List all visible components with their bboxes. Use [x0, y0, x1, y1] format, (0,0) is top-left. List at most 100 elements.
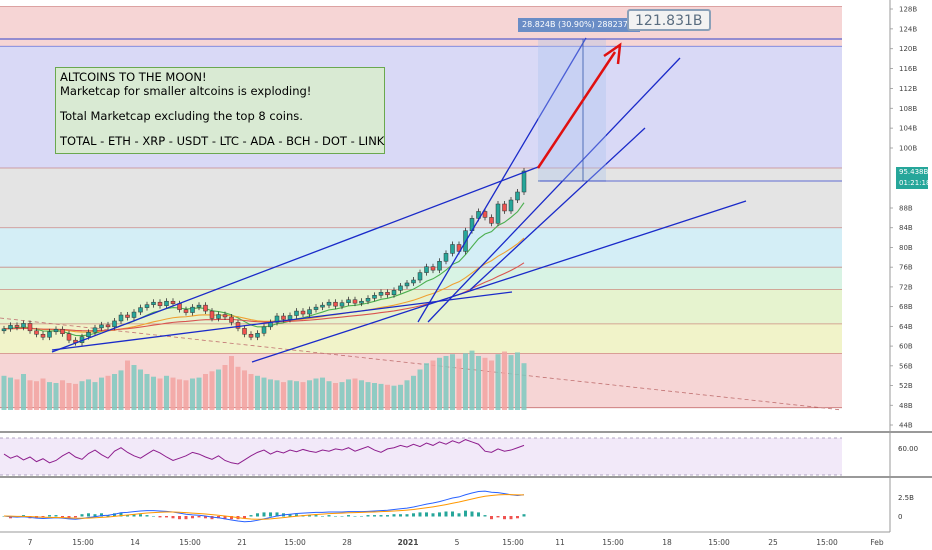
trend-channel-drawings[interactable]: [0, 37, 842, 363]
macd-histogram-bar: [249, 515, 253, 517]
volume-bar: [476, 356, 481, 410]
volume-bar: [79, 381, 85, 410]
macd-histogram-bar: [308, 515, 311, 517]
macd-histogram-bar: [321, 516, 324, 517]
volume-bar: [398, 384, 403, 410]
macd-histogram-bar: [223, 516, 227, 520]
macd-histogram-bar: [340, 516, 344, 517]
channel-upper-line: [51, 166, 539, 353]
x-tick-label: 15:00: [708, 538, 730, 547]
candle-body: [365, 298, 371, 302]
volume-bar: [300, 382, 306, 410]
volume-bar: [14, 379, 20, 410]
volume-bar: [430, 360, 436, 410]
candle-body: [339, 302, 345, 307]
macd-histogram-bar: [119, 512, 123, 517]
candle-body: [352, 299, 358, 304]
volume-bars: [1, 350, 527, 410]
candle-body: [138, 307, 143, 313]
x-tick-label: 15:00: [284, 538, 306, 547]
volume-bar: [456, 358, 462, 410]
macd-histogram-bar: [87, 513, 90, 517]
volume-bar: [229, 356, 234, 410]
candle-body: [21, 323, 26, 328]
candle-body: [502, 203, 507, 212]
time-axis[interactable]: 7 15:00 14 15:00 21 15:00 28 2021 5 15:00 11 15:00 1…: [28, 538, 884, 547]
annotation-spacer: [60, 98, 380, 109]
candle-body: [326, 301, 332, 306]
volume-bar: [92, 382, 98, 410]
volume-bar: [53, 383, 59, 410]
candle-body: [313, 306, 319, 310]
rsi-line: [3, 439, 525, 465]
channel-lower-line: [251, 200, 747, 363]
macd-histogram-bar: [425, 512, 428, 517]
candle-body: [125, 314, 130, 318]
annotation-line-2: Marketcap for smaller altcoins is explod…: [60, 84, 312, 98]
last-price-tag: 95.438B: [896, 167, 928, 178]
volume-bar: [287, 380, 293, 410]
candle-body: [385, 292, 390, 296]
candle-body: [190, 306, 195, 313]
volume-bar: [268, 379, 273, 410]
x-tick-label: 2021: [398, 538, 419, 547]
macd-histogram-bar: [483, 515, 487, 517]
x-tick-label: 18: [662, 538, 672, 547]
macd-histogram-bar: [269, 512, 272, 517]
price-axis[interactable]: 128B 124B 120B 116B 112B 108B 104B 100B 88B 84B 80…: [890, 6, 917, 430]
measure-box: [538, 39, 606, 181]
candle-body: [235, 322, 241, 329]
chart-grid: [0, 0, 932, 533]
candle-body: [417, 272, 423, 281]
volume-bar: [118, 370, 124, 410]
macd-histogram-bar: [366, 515, 370, 517]
macd-line: [3, 490, 525, 523]
volume-bar: [86, 379, 91, 410]
candle-body: [60, 329, 65, 335]
macd-histogram-bar: [438, 512, 441, 517]
volume-bar: [177, 379, 182, 410]
volume-bar: [209, 371, 215, 410]
y-tick-label: 116B: [899, 65, 917, 73]
x-tick-label: 21: [237, 538, 247, 547]
macd-histogram-bar: [516, 516, 519, 519]
volume-bar: [242, 370, 247, 410]
macd-histogram-bar: [451, 511, 454, 517]
candle-body: [112, 320, 117, 328]
candle-body: [255, 333, 260, 338]
candle-body: [300, 310, 306, 315]
volume-bar: [27, 380, 33, 410]
candle-body: [515, 191, 520, 201]
candle-body: [261, 326, 267, 334]
candle-body: [521, 170, 527, 193]
macd-histogram-bar: [178, 516, 181, 520]
candle-body: [450, 244, 455, 254]
volume-bar: [255, 375, 260, 410]
y-tick-label: 88B: [899, 205, 913, 213]
volume-bar: [515, 352, 520, 410]
macd-histogram-bar: [314, 515, 318, 517]
macd-histogram-bar: [496, 516, 500, 518]
volume-bar: [21, 374, 26, 410]
x-tick-label: 5: [455, 538, 460, 547]
candle-body: [40, 334, 46, 338]
dashed-trendline: [0, 317, 843, 411]
y-tick-label: 48B: [899, 402, 913, 410]
candle-body: [1, 328, 7, 332]
y-tick-label: 100B: [899, 145, 917, 153]
volume-bar: [105, 375, 111, 410]
volume-bar: [508, 355, 514, 410]
candle-body: [47, 331, 52, 338]
volume-bar: [489, 360, 494, 410]
macd-pane: 2.5B 0: [2, 490, 914, 523]
target-price-label[interactable]: 121.831B: [627, 9, 711, 31]
candle-body: [66, 333, 72, 341]
macd-histogram-bar: [457, 513, 461, 517]
volume-bar: [417, 369, 423, 410]
volume-bar: [326, 381, 332, 410]
x-tick-label: Feb: [870, 538, 884, 547]
x-tick-label: 7: [28, 538, 33, 547]
annotation-text-box[interactable]: ALTCOINS TO THE MOON! Marketcap for smal…: [55, 67, 385, 154]
candle-body: [242, 328, 247, 335]
